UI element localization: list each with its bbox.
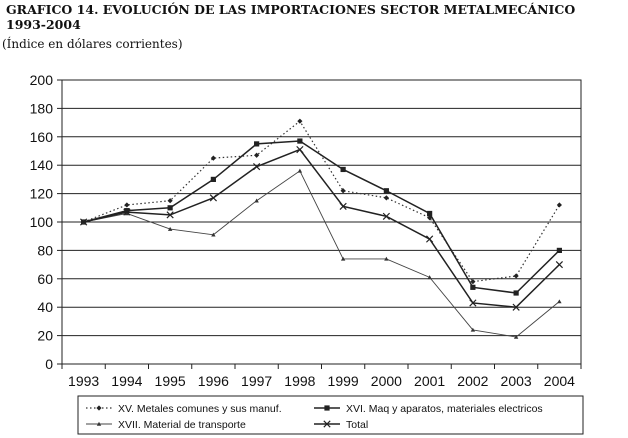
data-point-s4-1993	[80, 218, 88, 226]
data-point-s2-1999	[340, 166, 346, 173]
series-group	[80, 118, 563, 339]
y-tick-label: 160	[30, 129, 54, 145]
y-tick-label: 80	[37, 242, 53, 258]
x-tick-label: 2000	[371, 373, 402, 389]
legend: XV. Metales comunes y sus manuf. XVI. Maq…	[77, 395, 584, 435]
legend-swatch-marker-4	[323, 420, 331, 428]
data-point-s1-1994	[124, 202, 130, 208]
data-point-s4-1995	[166, 211, 174, 219]
y-tick-label: 20	[37, 328, 53, 344]
data-point-s4-2001	[426, 235, 434, 243]
data-point-s1-2003	[513, 273, 519, 279]
data-point-s2-1996	[210, 176, 216, 182]
data-point-s3-2003	[513, 334, 519, 339]
data-point-s3-2001	[427, 275, 432, 280]
y-tick-label: 120	[30, 186, 54, 202]
data-point-s3-2000	[384, 256, 389, 261]
data-point-s3-1999	[340, 256, 346, 261]
data-point-s1-1999	[340, 188, 346, 194]
data-point-s1-1998	[297, 118, 303, 124]
data-point-s2-2002	[470, 284, 476, 290]
data-point-s4-1996	[209, 194, 217, 202]
x-tick-label: 1996	[198, 373, 229, 389]
x-tick-label: 1994	[111, 373, 142, 389]
data-point-s2-2003	[513, 290, 519, 296]
legend-label: XVI. Maq y aparatos, materiales electric…	[346, 403, 543, 415]
x-tick-label: 1993	[68, 373, 99, 389]
data-point-s1-2004	[556, 202, 562, 208]
legend-label: Total	[346, 419, 368, 431]
data-point-s1-1997	[254, 152, 260, 158]
data-point-s2-2004	[556, 247, 562, 253]
legend-swatch-marker-3	[96, 421, 102, 426]
grid-lines	[62, 79, 581, 337]
data-point-s2-1998	[297, 138, 303, 144]
data-point-s2-2000	[383, 188, 389, 194]
data-point-s3-2004	[557, 299, 562, 304]
y-tick-label: 0	[45, 356, 53, 372]
legend-swatch-marker-2	[324, 405, 330, 411]
data-point-s2-1997	[254, 141, 260, 147]
x-tick-label: 1995	[155, 373, 186, 389]
chart-subtitle: (Índice en dólares corrientes)	[2, 37, 183, 51]
series-line-1	[83, 120, 560, 283]
data-point-s2-2001	[427, 210, 433, 217]
data-point-s4-2003	[512, 303, 520, 311]
data-point-s4-2004	[555, 260, 563, 269]
legend-label: XV. Metales comunes y sus manuf.	[118, 403, 282, 415]
series-line-2	[83, 140, 560, 294]
legend-label: XVII. Material de transporte	[118, 419, 246, 431]
data-point-s1-1995	[167, 198, 173, 204]
y-tick-label: 100	[30, 214, 54, 230]
data-point-s3-1996	[211, 232, 216, 237]
y-tick-label: 140	[30, 157, 54, 173]
chart-title-line2: 1993-2004	[6, 17, 81, 32]
data-point-s4-1998	[296, 145, 304, 154]
data-point-s3-1995	[167, 226, 173, 231]
y-tick-label: 60	[37, 271, 53, 287]
x-tick-label: 2003	[501, 373, 532, 389]
data-point-s3-1994	[124, 211, 130, 216]
data-point-s3-1998	[297, 168, 303, 173]
legend-box	[77, 395, 584, 435]
series-line-3	[83, 170, 560, 338]
x-tick-label: 2004	[544, 373, 575, 389]
data-point-s4-2002	[469, 299, 477, 307]
x-tick-label: 2001	[414, 373, 445, 389]
data-point-s4-1997	[253, 162, 261, 171]
x-tick-label: 1998	[284, 373, 315, 389]
legend-swatch-marker-1	[96, 405, 102, 411]
data-point-s2-1995	[167, 205, 173, 211]
x-tick-label: 2002	[457, 373, 488, 389]
data-point-s3-2002	[470, 327, 476, 332]
data-point-s1-1996	[210, 155, 216, 161]
x-tick-label: 1999	[328, 373, 359, 389]
chart-title: GRAFICO 14. EVOLUCIÓN DE LAS IMPORTACION…	[6, 2, 622, 32]
x-tick-label: 1997	[241, 373, 272, 389]
data-point-s4-1994	[123, 208, 131, 216]
data-point-s3-1997	[254, 198, 259, 203]
data-point-s4-2000	[382, 212, 390, 220]
y-tick-label: 180	[30, 100, 54, 116]
y-tick-label: 200	[30, 72, 54, 88]
data-point-s2-1994	[124, 208, 130, 214]
data-point-s1-2000	[383, 195, 389, 201]
chart-title-line1: GRAFICO 14. EVOLUCIÓN DE LAS IMPORTACION…	[6, 2, 576, 17]
data-point-s1-2002	[470, 279, 476, 285]
data-point-s4-1999	[339, 202, 347, 211]
y-tick-label: 40	[37, 299, 53, 315]
axes: 0 20 40 60 80 100 120 140 160 180 200 1993 1994 1995 1…	[30, 72, 582, 389]
series-line-4	[83, 148, 560, 308]
